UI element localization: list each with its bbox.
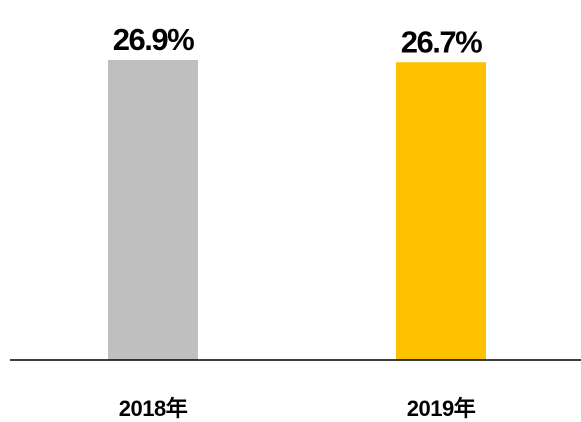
bar — [108, 60, 198, 360]
x-tick-label: 2019年 — [407, 396, 476, 421]
value-label: 26.9% — [113, 22, 194, 57]
bar — [396, 62, 486, 361]
x-tick-label: 2018年 — [119, 396, 188, 421]
value-label: 26.7% — [401, 24, 482, 59]
